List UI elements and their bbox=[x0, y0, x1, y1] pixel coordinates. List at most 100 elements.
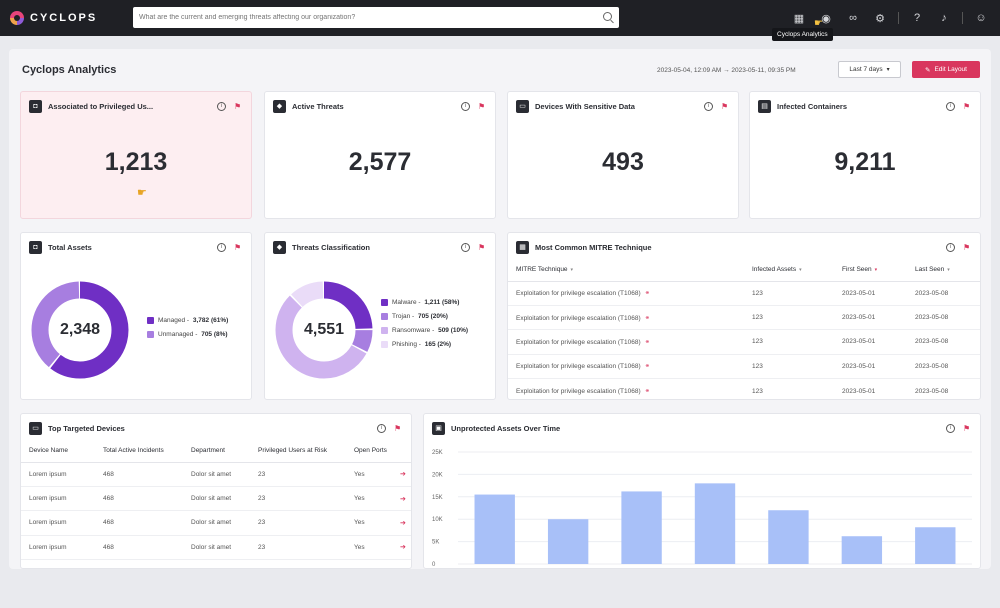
legend-item[interactable]: Managed - 3,782 (61%) bbox=[147, 317, 228, 324]
card-title: Devices With Sensitive Data bbox=[535, 101, 635, 111]
info-icon[interactable]: i bbox=[704, 101, 713, 111]
info-icon[interactable]: i bbox=[946, 101, 955, 111]
chart-bar[interactable] bbox=[841, 536, 883, 564]
legend-item[interactable]: Phishing - 165 (2%) bbox=[381, 341, 468, 348]
table-cell: Yes bbox=[346, 462, 392, 487]
mitre-table: MITRE Technique ▾ Infected Assets ▾ First … bbox=[508, 259, 980, 403]
column-header[interactable]: Open Ports bbox=[346, 440, 392, 463]
kpi-value: 2,577 bbox=[348, 148, 412, 176]
bookmark-icon[interactable]: ⚑ bbox=[234, 101, 242, 111]
threats-slice-0[interactable] bbox=[275, 281, 373, 379]
table-row[interactable]: Lorem ipsum 468 Dolor sit amet 23 Yes ➔ bbox=[21, 535, 411, 561]
arrow-right-icon[interactable]: ➔ bbox=[400, 519, 406, 527]
column-header[interactable]: Privileged Users at Risk bbox=[250, 440, 346, 463]
table-row[interactable]: Exploitation for privilege escalation (T… bbox=[508, 305, 980, 331]
legend-item[interactable]: Malware - 1,211 (58%) bbox=[381, 299, 468, 306]
search-input[interactable] bbox=[139, 10, 599, 25]
column-header[interactable]: Last Seen ▾ bbox=[907, 259, 980, 282]
bookmark-icon[interactable]: ⚑ bbox=[234, 242, 242, 252]
link-icon[interactable]: ⚭ bbox=[644, 338, 651, 346]
link-icon[interactable]: ⚭ bbox=[644, 363, 651, 371]
edit-layout-button[interactable]: ✎ Edit Layout bbox=[912, 61, 980, 78]
bookmark-icon[interactable]: ⚑ bbox=[394, 423, 402, 433]
chart-bar[interactable] bbox=[694, 483, 736, 564]
info-icon[interactable]: i bbox=[217, 242, 226, 252]
dashboard-icon[interactable]: ◉ bbox=[821, 12, 831, 25]
bookmark-icon[interactable]: ⚑ bbox=[478, 242, 486, 252]
legend-item[interactable]: Trojan - 705 (20%) bbox=[381, 313, 468, 320]
bell-icon[interactable]: ♪ bbox=[941, 12, 947, 24]
card-title: Threats Classification bbox=[292, 242, 370, 252]
legend-item[interactable]: Ransomware - 509 (10%) bbox=[381, 327, 468, 334]
info-icon[interactable]: i bbox=[461, 242, 470, 252]
table-cell[interactable]: 123 bbox=[744, 281, 834, 306]
link-icon[interactable]: ∞ bbox=[849, 12, 857, 24]
table-cell[interactable]: 123 bbox=[744, 354, 834, 380]
range-select-label: Last 7 days bbox=[849, 66, 883, 73]
chart-bar[interactable] bbox=[621, 491, 662, 564]
bookmark-icon[interactable]: ⚑ bbox=[963, 242, 971, 252]
column-header[interactable]: Total Active Incidents bbox=[95, 440, 183, 463]
search-bar bbox=[133, 7, 619, 28]
total-assets-slice-1[interactable] bbox=[31, 281, 129, 379]
chart-bar[interactable] bbox=[768, 510, 809, 564]
table-row[interactable]: Lorem ipsum 468 Dolor sit amet 23 Yes ➔ bbox=[21, 486, 411, 512]
bookmark-icon[interactable]: ⚑ bbox=[963, 101, 971, 111]
legend-value: 705 (20%) bbox=[417, 313, 448, 320]
kpi-card-infected-containers[interactable]: ▤ Infected Containers i ⚑ 9,211 bbox=[749, 91, 981, 219]
table-cell: Exploitation for privilege escalation (T… bbox=[508, 354, 744, 380]
table-cell[interactable]: 123 bbox=[752, 387, 763, 395]
chart-bar[interactable] bbox=[915, 527, 956, 564]
table-cell: 468 bbox=[95, 510, 183, 536]
user-icon[interactable]: ☺ bbox=[975, 12, 987, 24]
table-cell: 468 bbox=[95, 535, 183, 561]
table-row[interactable]: Exploitation for privilege escalation (T… bbox=[508, 354, 980, 380]
link-icon[interactable]: ⚭ bbox=[644, 290, 651, 298]
table-row[interactable]: Lorem ipsum 468 Dolor sit amet 23 Yes ➔ bbox=[21, 510, 411, 536]
column-header[interactable]: MITRE Technique ▾ bbox=[508, 259, 744, 282]
analytics-icon[interactable]: ▦ bbox=[793, 12, 805, 25]
card-title: Associated to Privileged Us... bbox=[48, 101, 154, 111]
table-cell: 2023-05-01 bbox=[842, 387, 876, 395]
legend-item[interactable]: Unmanaged - 705 (8%) bbox=[147, 331, 228, 338]
info-icon[interactable]: i bbox=[946, 423, 955, 433]
table-row[interactable]: Exploitation for privilege escalation (T… bbox=[508, 329, 980, 355]
info-icon[interactable]: i bbox=[217, 101, 226, 111]
bookmark-icon[interactable]: ⚑ bbox=[963, 423, 971, 433]
lock-icon: ▣ bbox=[432, 421, 445, 435]
brand-logo[interactable]: CYCLOPS bbox=[10, 10, 97, 26]
chart-bar[interactable] bbox=[547, 519, 589, 564]
kpi-card-active-threats[interactable]: ◆ Active Threats i ⚑ 2,577 bbox=[264, 91, 496, 219]
chart-bar[interactable] bbox=[474, 494, 515, 564]
table-cell: ➔ bbox=[392, 535, 411, 561]
range-select[interactable]: Last 7 days ▾ bbox=[838, 61, 901, 78]
column-header[interactable]: First Seen ▾ bbox=[834, 259, 907, 282]
kpi-card-privileged-users[interactable]: ◘ Associated to Privileged Us... i ⚑ 1,213 … bbox=[20, 91, 252, 219]
table-row[interactable]: Lorem ipsum 468 Dolor sit amet 23 Yes ➔ bbox=[21, 462, 411, 487]
bookmark-icon[interactable]: ⚑ bbox=[721, 101, 729, 111]
column-header[interactable]: Infected Assets ▾ bbox=[744, 259, 834, 282]
total-assets-slice-0[interactable] bbox=[31, 281, 129, 379]
column-header[interactable]: Device Name bbox=[21, 440, 95, 463]
kpi-card-sensitive-devices[interactable]: ▭ Devices With Sensitive Data i ⚑ 493 bbox=[507, 91, 739, 219]
bookmark-icon[interactable]: ⚑ bbox=[478, 101, 486, 111]
donut-total: 4,551 bbox=[303, 321, 345, 338]
link-icon[interactable]: ⚭ bbox=[644, 388, 651, 395]
info-icon[interactable]: i bbox=[461, 101, 470, 111]
arrow-right-icon[interactable]: ➔ bbox=[400, 495, 406, 503]
arrow-right-icon[interactable]: ➔ bbox=[400, 544, 406, 552]
arrow-right-icon[interactable]: ➔ bbox=[400, 471, 406, 479]
table-cell[interactable]: 123 bbox=[744, 305, 834, 331]
column-header[interactable]: Department bbox=[183, 440, 250, 463]
link-icon[interactable]: ⚭ bbox=[644, 314, 651, 322]
table-row[interactable]: Exploitation for privilege escalation (T… bbox=[508, 379, 980, 403]
info-icon[interactable]: i bbox=[377, 423, 386, 433]
settings-icon[interactable]: ⚙ bbox=[875, 12, 885, 25]
table-cell: Lorem ipsum bbox=[21, 535, 95, 561]
table-row[interactable]: Exploitation for privilege escalation (T… bbox=[508, 281, 980, 306]
table-cell[interactable]: 123 bbox=[744, 329, 834, 355]
help-icon[interactable]: ? bbox=[913, 12, 921, 24]
search-icon[interactable] bbox=[603, 12, 612, 21]
threats-slice-2[interactable] bbox=[275, 281, 373, 379]
info-icon[interactable]: i bbox=[946, 242, 955, 252]
